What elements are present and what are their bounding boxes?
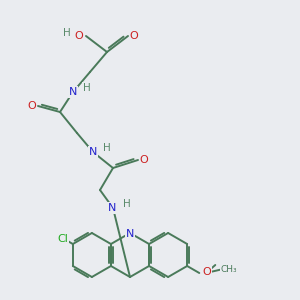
Text: H: H xyxy=(83,83,91,93)
Text: H: H xyxy=(123,199,131,209)
Text: H: H xyxy=(63,28,71,38)
Text: O: O xyxy=(202,267,211,277)
Text: N: N xyxy=(126,229,134,239)
Text: O: O xyxy=(140,155,148,165)
Text: O: O xyxy=(130,31,138,41)
Text: N: N xyxy=(69,87,77,97)
Text: O: O xyxy=(28,101,36,111)
Text: N: N xyxy=(108,203,116,213)
Text: H: H xyxy=(103,143,111,153)
Text: O: O xyxy=(75,31,83,41)
Text: Cl: Cl xyxy=(57,233,68,244)
Text: CH₃: CH₃ xyxy=(221,265,238,274)
Text: N: N xyxy=(89,147,97,157)
